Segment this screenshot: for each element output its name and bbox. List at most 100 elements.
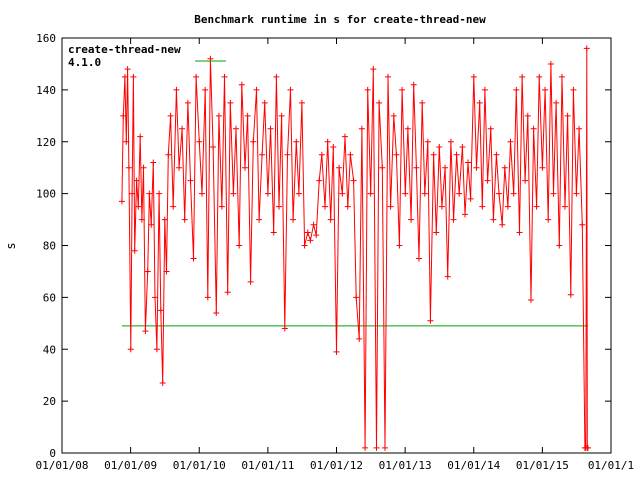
data-point xyxy=(530,125,537,132)
runtime-line xyxy=(121,48,588,449)
data-point xyxy=(135,203,142,210)
data-point xyxy=(247,278,254,285)
data-point xyxy=(131,247,138,254)
data-point xyxy=(198,190,205,197)
data-point xyxy=(350,177,357,184)
data-point xyxy=(224,289,231,296)
x-tick-label: 01/01/08 xyxy=(36,459,89,472)
data-point xyxy=(204,294,211,301)
data-point xyxy=(490,216,497,223)
data-point xyxy=(379,164,386,171)
data-point xyxy=(570,86,577,93)
data-point xyxy=(144,268,151,275)
data-point xyxy=(499,221,506,228)
data-point xyxy=(415,255,422,262)
data-point xyxy=(313,232,320,239)
data-point xyxy=(399,86,406,93)
data-point xyxy=(567,291,574,298)
y-tick-label: 100 xyxy=(36,188,56,201)
data-point xyxy=(465,159,472,166)
y-tick-label: 140 xyxy=(36,84,56,97)
data-point xyxy=(127,346,134,353)
data-point xyxy=(181,216,188,223)
data-point xyxy=(527,296,534,303)
data-point xyxy=(444,273,451,280)
data-point xyxy=(473,164,480,171)
y-tick-label: 160 xyxy=(36,32,56,45)
data-point xyxy=(453,151,460,158)
data-point xyxy=(278,112,285,119)
chart-title: Benchmark runtime in s for create-thread… xyxy=(194,13,486,26)
y-axis-label: s xyxy=(4,242,18,249)
runtime-series xyxy=(118,45,591,451)
data-point xyxy=(187,177,194,184)
x-tick-label: 01/01/1 xyxy=(588,459,634,472)
data-point xyxy=(390,112,397,119)
data-point xyxy=(436,143,443,150)
data-point xyxy=(336,164,343,171)
data-point xyxy=(210,143,217,150)
data-point xyxy=(556,242,563,249)
data-point xyxy=(421,190,428,197)
y-tick-label: 20 xyxy=(43,395,56,408)
data-point xyxy=(384,73,391,80)
data-point xyxy=(408,216,415,223)
data-point xyxy=(307,237,314,244)
data-point xyxy=(467,195,474,202)
data-point xyxy=(381,444,388,451)
x-tick-label: 01/01/10 xyxy=(173,459,226,472)
data-point xyxy=(138,216,145,223)
data-point xyxy=(137,133,144,140)
data-point xyxy=(281,325,288,332)
data-point xyxy=(318,151,325,158)
data-point xyxy=(427,317,434,324)
data-point xyxy=(304,229,311,236)
data-point xyxy=(125,164,132,171)
data-point xyxy=(165,151,172,158)
data-point xyxy=(545,216,552,223)
data-point xyxy=(513,86,520,93)
legend-entry-label: 4.1.0 xyxy=(68,56,101,69)
data-point xyxy=(353,294,360,301)
data-point xyxy=(447,138,454,145)
data-point xyxy=(276,203,283,210)
data-point xyxy=(516,229,523,236)
data-point xyxy=(273,73,280,80)
data-point xyxy=(393,151,400,158)
data-point xyxy=(542,86,549,93)
data-point xyxy=(120,112,127,119)
data-point xyxy=(364,86,371,93)
data-point xyxy=(539,164,546,171)
data-point xyxy=(253,86,260,93)
data-point xyxy=(264,190,271,197)
data-point xyxy=(476,99,483,106)
data-point xyxy=(242,164,248,171)
data-point xyxy=(576,125,583,132)
data-point xyxy=(250,138,257,145)
data-point xyxy=(244,112,251,119)
data-point xyxy=(227,99,234,106)
data-point xyxy=(230,190,237,197)
data-point xyxy=(156,190,163,197)
data-point xyxy=(130,73,137,80)
data-point xyxy=(146,190,153,197)
data-point xyxy=(284,151,291,158)
data-point xyxy=(163,268,170,275)
data-point xyxy=(459,143,466,150)
data-point xyxy=(533,203,540,210)
x-tick-label: 01/01/12 xyxy=(310,459,363,472)
data-point xyxy=(159,379,166,386)
data-point xyxy=(270,229,277,236)
data-point xyxy=(419,99,426,106)
axes: 0 20 40 60 80 100 120 140 160 01/01/08 01/01/09 01/… xyxy=(36,32,635,472)
x-tick-label: 01/01/15 xyxy=(516,459,569,472)
data-point xyxy=(153,346,160,353)
data-point xyxy=(301,242,308,249)
data-point xyxy=(161,216,168,223)
data-point xyxy=(236,242,243,249)
data-point xyxy=(358,125,365,132)
data-point xyxy=(324,138,331,145)
data-point xyxy=(316,177,323,184)
